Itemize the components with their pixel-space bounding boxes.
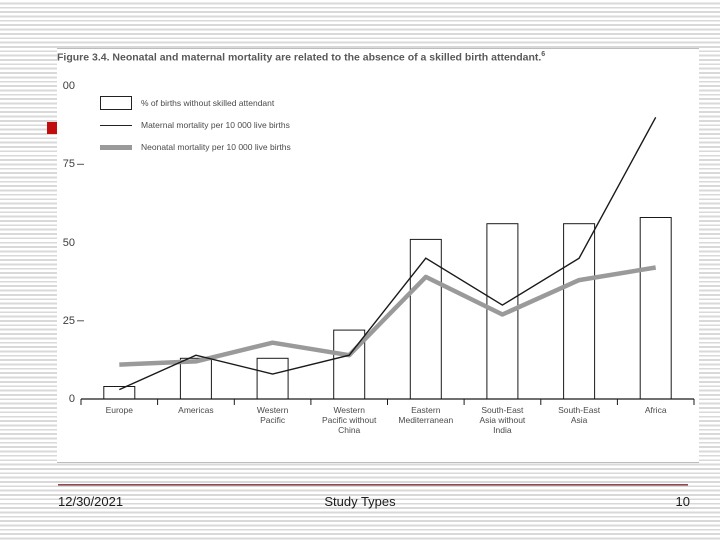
bar — [409, 238, 442, 400]
y-axis-label: 75 — [62, 158, 75, 171]
x-axis-label: South-East Asia — [558, 405, 601, 425]
figure-title-superscript: 6 — [541, 51, 546, 58]
bar-swatch-icon — [100, 96, 132, 110]
legend-row-maternal: Maternal mortality per 10 000 live birth… — [100, 118, 291, 132]
bar — [639, 217, 672, 400]
y-axis-label: 0 — [68, 393, 75, 405]
footer-divider — [58, 484, 688, 486]
figure-title-text: Figure 3.4. Neonatal and maternal mortal… — [57, 51, 542, 64]
y-axis-label: 25 — [62, 314, 75, 327]
thick-line-swatch-icon — [100, 144, 132, 150]
figure-title: Figure 3.4. Neonatal and maternal mortal… — [57, 51, 545, 64]
bar — [103, 386, 136, 400]
y-axis-label: 50 — [62, 236, 75, 249]
x-axis-label: South-East Asia without India — [479, 405, 526, 435]
figure-panel: Figure 3.4. Neonatal and maternal mortal… — [57, 48, 699, 463]
legend-row-bars: % of births without skilled attendant — [100, 96, 291, 110]
maternal-mortality-line — [119, 116, 657, 391]
footer-page-number: 10 — [675, 494, 690, 509]
y-axis-label: 00 — [62, 80, 75, 92]
x-axis-label: Western Pacific without China — [322, 405, 377, 435]
x-axis-label: Americas — [178, 405, 214, 415]
legend-label: Neonatal mortality per 10 000 live birth… — [141, 142, 291, 152]
bullet-square — [47, 122, 60, 134]
x-axis-label: Europe — [105, 405, 133, 415]
thin-line-swatch-icon — [100, 124, 132, 126]
legend-label: Maternal mortality per 10 000 live birth… — [141, 120, 290, 130]
bar — [179, 357, 212, 400]
x-axis-label: Western Pacific — [256, 405, 289, 425]
footer-date: 12/30/2021 — [58, 494, 124, 509]
x-axis-label: Africa — [644, 405, 667, 415]
legend-row-neonatal: Neonatal mortality per 10 000 live birth… — [100, 140, 291, 154]
x-axis-label: Eastern Mediterranean — [398, 405, 454, 425]
footer-title: Study Types — [324, 494, 396, 509]
bar — [563, 223, 596, 400]
legend-label: % of births without skilled attendant — [141, 98, 275, 108]
chart-plot — [77, 116, 695, 405]
bar — [256, 357, 289, 400]
chart-legend: % of births without skilled attendant Ma… — [100, 96, 291, 154]
